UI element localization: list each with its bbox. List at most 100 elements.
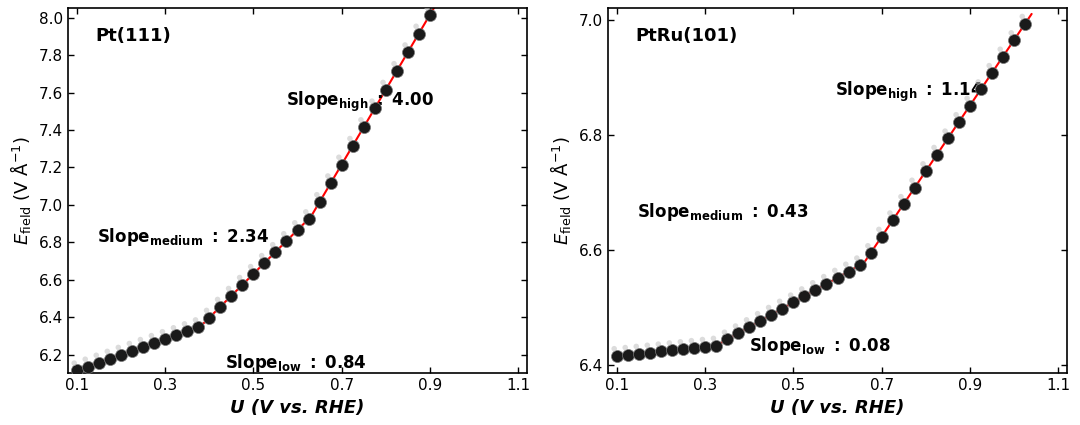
Point <box>840 268 858 275</box>
Point <box>915 161 932 167</box>
Point <box>748 310 766 317</box>
Point <box>870 226 888 233</box>
Text: $\mathbf{Slope}_{\mathbf{low}}$$\mathbf{\ :\ 0.08}$: $\mathbf{Slope}_{\mathbf{low}}$$\mathbf{… <box>750 334 891 357</box>
Point <box>1014 13 1031 20</box>
Point <box>873 233 890 240</box>
Point <box>320 173 337 179</box>
Point <box>961 102 978 109</box>
Point <box>208 296 226 303</box>
Point <box>157 336 174 343</box>
Point <box>256 260 273 266</box>
Point <box>377 86 394 93</box>
Text: $\mathbf{Slope}_{\mathbf{low}}$$\mathbf{\ :\ 0.84}$: $\mathbf{Slope}_{\mathbf{low}}$$\mathbf{… <box>225 352 366 374</box>
Point <box>638 342 656 348</box>
Point <box>286 219 303 226</box>
Point <box>705 335 723 342</box>
Point <box>386 60 403 67</box>
Point <box>153 328 171 335</box>
Point <box>947 111 964 118</box>
Point <box>661 340 678 346</box>
Point <box>917 168 934 175</box>
X-axis label: U (V vs. RHE): U (V vs. RHE) <box>770 399 905 416</box>
Point <box>683 337 700 344</box>
Point <box>995 53 1012 60</box>
Point <box>308 191 325 198</box>
Point <box>311 198 328 205</box>
Point <box>862 249 879 256</box>
Point <box>860 242 877 249</box>
Point <box>220 285 238 292</box>
Point <box>837 261 854 268</box>
Y-axis label: $E_\mathregular{field}$ (V Å$^{-1}$): $E_\mathregular{field}$ (V Å$^{-1}$) <box>9 136 33 245</box>
Point <box>773 305 791 312</box>
Point <box>983 70 1000 76</box>
Text: Pt(111): Pt(111) <box>96 27 172 45</box>
Point <box>300 216 318 223</box>
Point <box>782 292 799 298</box>
Point <box>771 298 788 305</box>
Point <box>66 360 83 366</box>
Point <box>212 303 229 310</box>
Point <box>738 317 755 323</box>
Point <box>815 273 833 280</box>
Point <box>1016 20 1034 27</box>
Point <box>322 180 339 187</box>
Point <box>851 262 868 269</box>
Point <box>388 68 405 74</box>
Point <box>762 312 780 318</box>
Point <box>245 270 262 277</box>
Point <box>190 324 207 331</box>
Point <box>198 307 215 314</box>
Point <box>940 135 957 142</box>
Point <box>165 324 183 331</box>
Point <box>881 210 899 216</box>
Point <box>793 286 810 292</box>
Point <box>355 124 373 130</box>
Point <box>672 338 689 345</box>
Point <box>926 144 943 151</box>
Point <box>642 349 659 356</box>
Point <box>267 249 284 255</box>
Point <box>400 49 417 56</box>
Text: $\mathbf{Slope}_{\mathbf{medium}}$$\mathbf{\ :\ 2.34}$: $\mathbf{Slope}_{\mathbf{medium}}$$\math… <box>97 226 269 248</box>
Point <box>123 347 140 354</box>
Point <box>906 184 923 191</box>
Point <box>606 345 623 352</box>
Point <box>132 336 149 343</box>
Point <box>68 367 85 374</box>
Point <box>297 208 314 215</box>
Point <box>663 347 680 354</box>
Point <box>718 336 735 343</box>
Text: $\mathbf{Slope}_{\mathbf{medium}}$$\mathbf{\ :\ 0.43}$: $\mathbf{Slope}_{\mathbf{medium}}$$\math… <box>637 201 808 224</box>
Y-axis label: $E_\mathregular{field}$ (V Å$^{-1}$): $E_\mathregular{field}$ (V Å$^{-1}$) <box>549 136 573 245</box>
Point <box>222 292 240 299</box>
Point <box>950 119 968 125</box>
Point <box>79 363 96 370</box>
Point <box>77 356 94 363</box>
Point <box>903 177 920 184</box>
Point <box>366 105 383 112</box>
Point <box>288 227 306 233</box>
Point <box>693 336 711 343</box>
Point <box>91 359 108 366</box>
Point <box>760 304 778 311</box>
Point <box>970 79 987 85</box>
Point <box>818 280 835 287</box>
Point <box>421 11 438 18</box>
Text: PtRu(101): PtRu(101) <box>636 27 738 45</box>
Point <box>233 281 251 288</box>
Point <box>143 332 160 339</box>
Point <box>785 299 802 306</box>
X-axis label: U (V vs. RHE): U (V vs. RHE) <box>230 399 365 416</box>
Point <box>201 314 218 321</box>
Point <box>278 238 295 244</box>
Point <box>253 252 270 259</box>
Point <box>892 193 909 200</box>
Point <box>716 329 733 336</box>
Point <box>330 154 348 161</box>
Point <box>707 342 725 349</box>
Point <box>652 348 670 355</box>
Text: $\mathbf{Slope}_{\mathbf{high}}$$\mathbf{\ :\ 4.00}$: $\mathbf{Slope}_{\mathbf{high}}$$\mathbf… <box>286 90 434 114</box>
Point <box>146 340 163 346</box>
Point <box>176 320 193 327</box>
